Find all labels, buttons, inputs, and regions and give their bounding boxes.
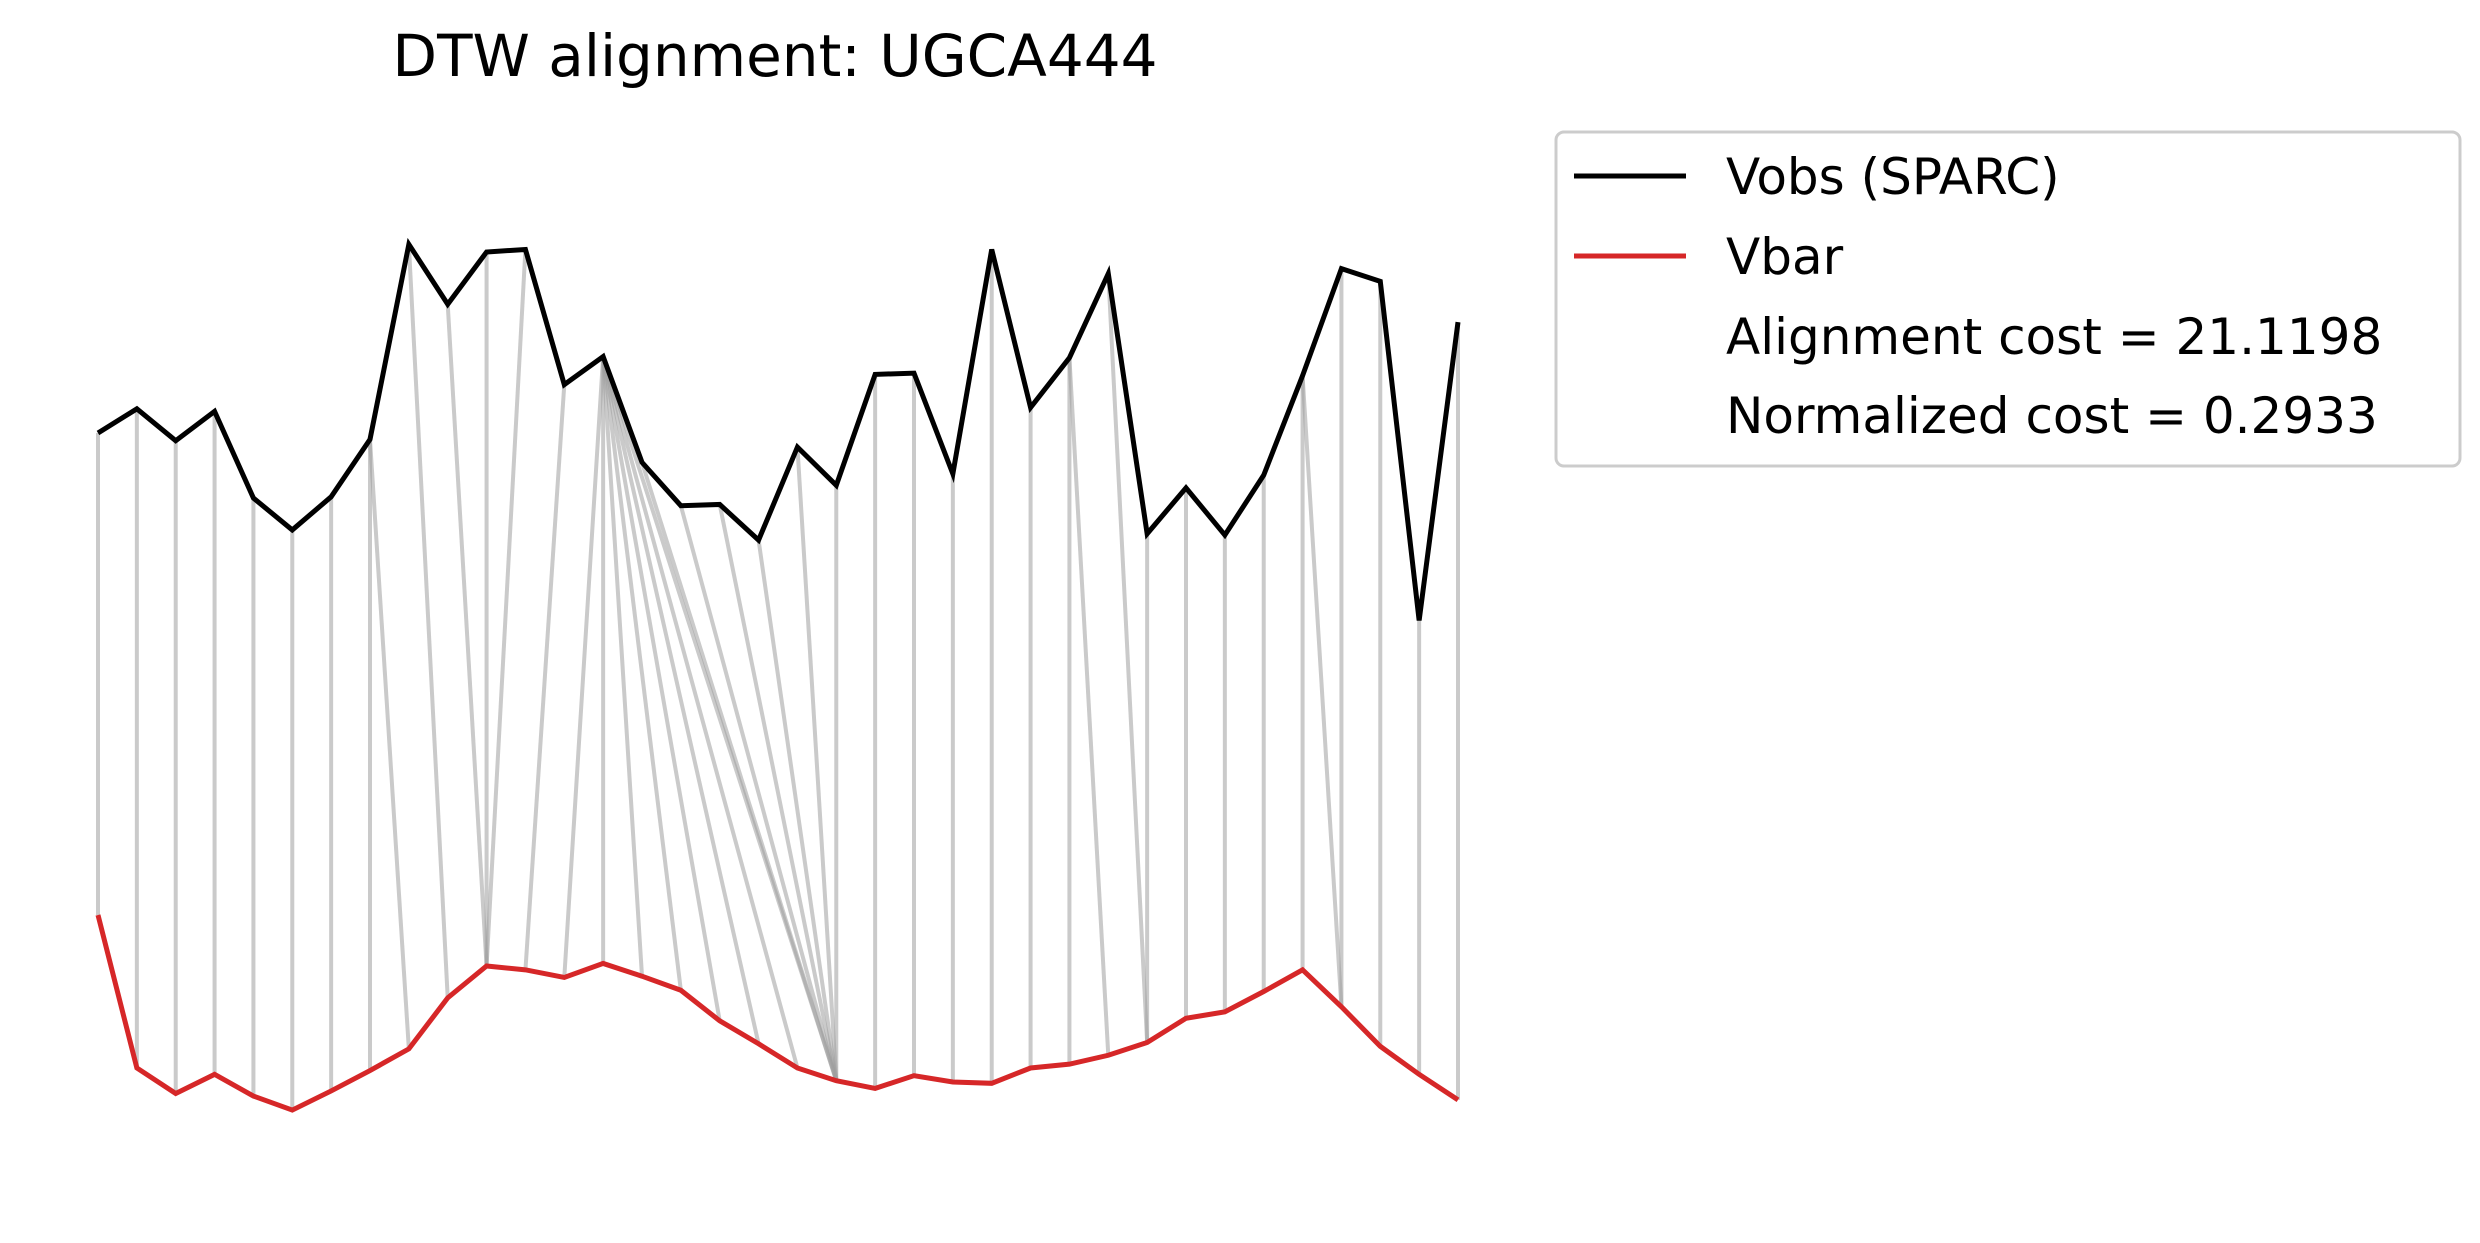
alignment-line-23: [681, 506, 836, 1081]
legend: Vobs (SPARC) Vbar Alignment cost = 21.11…: [1556, 132, 2460, 466]
series-line-vobs: [98, 244, 1458, 620]
alignment-line-12: [487, 249, 526, 966]
series-line-vbar: [98, 915, 1458, 1110]
chart-title: DTW alignment: UGCA444: [392, 22, 1157, 90]
legend-label-vobs: Vobs (SPARC): [1726, 148, 2060, 206]
alignment-line-14: [564, 357, 603, 978]
legend-alignment-cost: Alignment cost = 21.1198: [1726, 308, 2382, 366]
alignment-line-34: [1069, 358, 1108, 1055]
alignment-line-17: [603, 357, 681, 991]
alignment-line-18: [603, 357, 720, 1021]
alignment-line-8: [370, 439, 409, 1048]
legend-label-vbar: Vbar: [1726, 228, 1844, 286]
alignment-line-25: [759, 540, 837, 1081]
alignment-line-20: [603, 357, 797, 1068]
alignment-line-9: [409, 244, 448, 998]
alignment-line-13: [525, 385, 564, 970]
legend-normalized-cost: Normalized cost = 0.2933: [1726, 387, 2378, 445]
alignment-line-10: [448, 304, 487, 966]
alignment-line-41: [1303, 376, 1342, 1007]
alignment-lines: [98, 244, 1458, 1110]
